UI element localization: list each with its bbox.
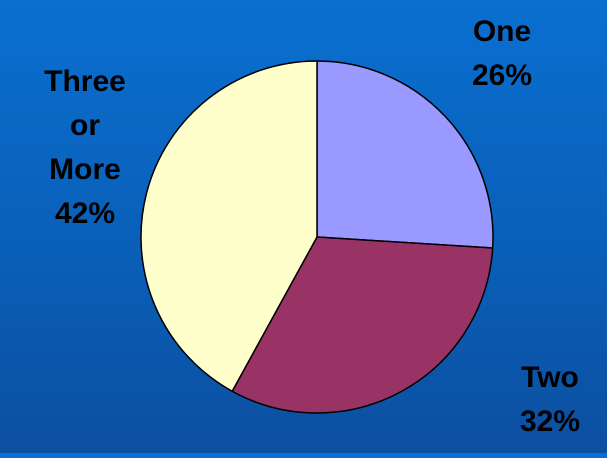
slice-label-one-name: One <box>472 15 532 48</box>
slice-label-three-or-more: Three or More 42% <box>30 60 140 236</box>
pie-slice-two <box>231 236 494 414</box>
slice-label-three-line1: Three <box>44 65 126 98</box>
slice-label-one: One 26% <box>452 10 552 98</box>
slice-label-two-name: Two <box>521 361 579 394</box>
slice-label-three-value: 42% <box>54 197 116 230</box>
pie-slice-one <box>316 60 494 249</box>
pie-slice-three-or-more <box>140 60 318 392</box>
slice-label-one-value: 26% <box>471 59 533 92</box>
slice-label-three-line2: or <box>70 109 100 142</box>
slice-label-two-value: 32% <box>519 405 581 438</box>
slice-label-two: Two 32% <box>500 356 600 444</box>
slice-label-three-line3: More <box>49 153 121 186</box>
